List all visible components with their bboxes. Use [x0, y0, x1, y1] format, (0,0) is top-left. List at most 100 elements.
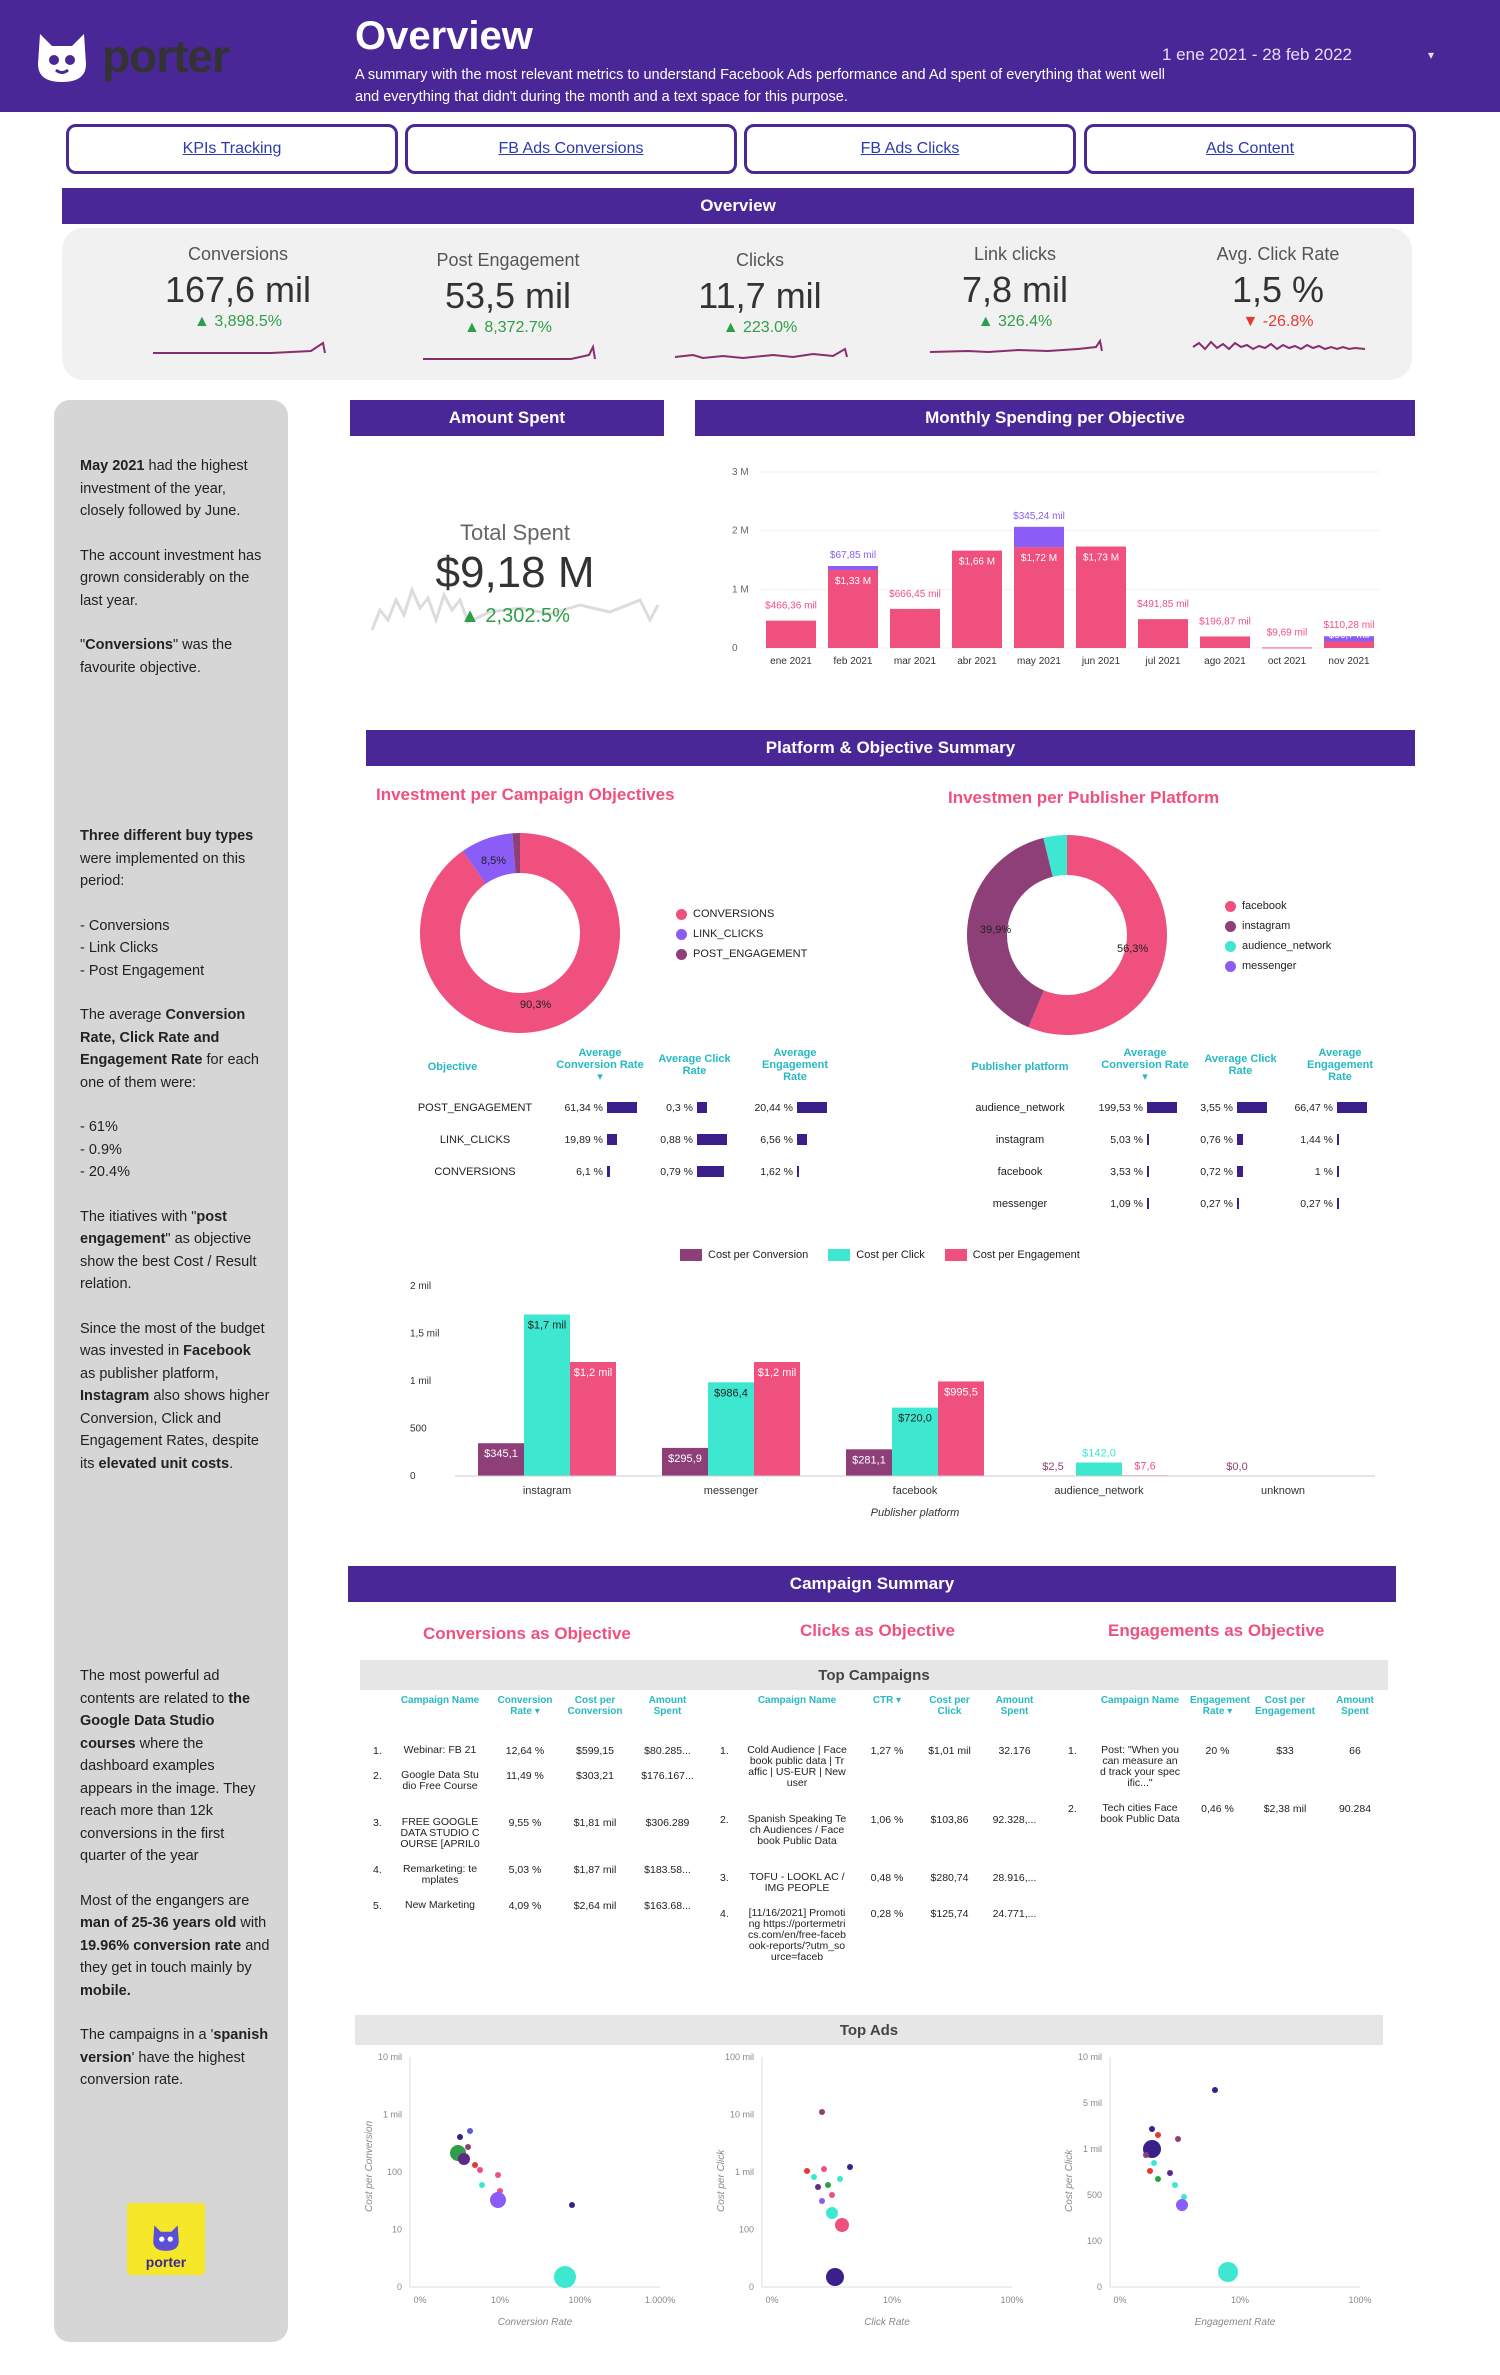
eng-campaigns-table: Campaign Name Engagement Rate ▾ Cost per E… — [1060, 1695, 1390, 2005]
amount-spent-bar: Amount Spent — [350, 400, 664, 436]
table-header[interactable]: Amount Spent — [995, 1695, 1034, 1717]
table-header[interactable]: Objective — [427, 1061, 478, 1073]
porter-logo[interactable]: porter — [30, 20, 260, 92]
table-header[interactable]: Publisher platform — [971, 1061, 1069, 1073]
table-cell-bar — [1237, 1134, 1244, 1145]
table-cell-bar — [1337, 1134, 1339, 1145]
table-cell-bar — [797, 1134, 807, 1145]
table-header[interactable]: Amount Spent — [1336, 1695, 1374, 1717]
sparkline-icon — [422, 343, 596, 360]
x-tick-label: nov 2021 — [1328, 656, 1370, 667]
kpi-value: 1,5 % — [1231, 269, 1325, 310]
legend-item[interactable]: Cost per Conversion — [680, 1249, 808, 1262]
legend-item[interactable]: Cost per Engagement — [944, 1249, 1080, 1262]
table-header[interactable]: Campaign Name — [757, 1695, 837, 1706]
table-cell-bar — [797, 1102, 827, 1113]
table-header[interactable]: Average Click Rate — [1204, 1053, 1277, 1077]
nav-label[interactable]: KPIs Tracking — [182, 140, 282, 157]
y-tick-label: 0 — [1097, 2282, 1102, 2292]
pie-slice — [1043, 835, 1067, 877]
table-header[interactable]: Engagement Rate ▾ — [1190, 1695, 1251, 1717]
nav-label[interactable]: FB Ads Conversions — [498, 140, 644, 157]
insights-sidebar — [54, 400, 288, 2342]
row-value: 0,46 % — [1201, 1803, 1234, 1815]
click-objective-title: Clicks as Objective — [800, 1621, 955, 1640]
table-header[interactable]: Cost per Conversion — [567, 1695, 623, 1717]
table-header[interactable]: Cost per Click — [929, 1695, 970, 1717]
pie-slice — [462, 833, 516, 884]
legend-item[interactable]: audience_network — [1225, 936, 1331, 956]
x-tick-label: oct 2021 — [1268, 656, 1307, 667]
legend-item[interactable]: Cost per Click — [828, 1249, 925, 1262]
scatter-point — [477, 2167, 483, 2173]
y-tick-label: 10 mil — [730, 2110, 754, 2120]
y-tick-label: 5 mil — [1083, 2098, 1102, 2108]
legend-item[interactable]: CONVERSIONS — [676, 904, 807, 924]
nav-label[interactable]: Ads Content — [1205, 140, 1295, 157]
row-rank: 2. — [373, 1770, 382, 1782]
table-cell-name: messenger — [992, 1198, 1048, 1210]
sidebar-insights-2: Three different buy types were implement… — [80, 828, 270, 1472]
table-header[interactable]: Average Conversion Rate ▾ — [1101, 1047, 1189, 1083]
objectives-donut-chart: 8,5% 90,3% — [420, 833, 620, 1033]
bar-conversions — [890, 608, 940, 648]
nav-fb-ads-conversions[interactable]: FB Ads Conversions — [405, 124, 737, 174]
data-label: $1,72 M — [1021, 553, 1057, 564]
table-header[interactable]: Conversion Rate ▾ — [497, 1695, 553, 1717]
legend-item[interactable]: messenger — [1225, 956, 1331, 976]
x-tick-label: jun 2021 — [1081, 656, 1121, 667]
data-label: $67,85 mil — [830, 550, 876, 561]
table-header[interactable]: Average Engagement Rate — [1306, 1047, 1373, 1083]
scatter-point — [1147, 2168, 1153, 2174]
total-delta-value: 2,302.5% — [485, 605, 570, 627]
row-value: $1,87 mil — [573, 1864, 617, 1876]
table-cell-bar — [697, 1102, 708, 1113]
legend-item[interactable]: POST_ENGAGEMENT — [676, 944, 807, 964]
publishers-donut-chart: 39,9% 56,3% — [967, 835, 1167, 1035]
nav-ads-content[interactable]: Ads Content — [1084, 124, 1416, 174]
table-header[interactable]: Average Conversion Rate ▾ — [556, 1047, 644, 1083]
bar-conversions — [1014, 547, 1064, 648]
date-range-picker[interactable]: 1 ene 2021 - 28 feb 2022 — [1162, 45, 1352, 64]
scatter-point — [811, 2174, 817, 2180]
table-header[interactable]: Amount Spent — [648, 1695, 687, 1717]
table-cell-name: LINK_CLICKS — [439, 1134, 511, 1146]
kpi-delta-value: -26.8% — [1262, 313, 1314, 330]
table-cell-value: 0,76 % — [1200, 1134, 1233, 1146]
table-header[interactable]: Average Click Rate — [658, 1053, 731, 1077]
table-cell-value: 6,56 % — [760, 1134, 793, 1146]
y-tick-label: 0 — [397, 2282, 402, 2292]
top-ads-bar: Top Ads — [355, 2015, 1383, 2045]
table-header[interactable]: Campaign Name — [1100, 1695, 1180, 1706]
scatter-point — [837, 2176, 843, 2182]
bar-conversions — [766, 620, 816, 648]
table-header[interactable]: Campaign Name — [400, 1695, 480, 1706]
data-label: $1,33 M — [835, 576, 871, 587]
nav-fb-ads-clicks[interactable]: FB Ads Clicks — [744, 124, 1076, 174]
table-header[interactable]: Cost per Engagement — [1255, 1695, 1316, 1717]
chevron-down-icon[interactable]: ▾ — [1428, 48, 1435, 62]
nav-label[interactable]: FB Ads Clicks — [860, 140, 960, 157]
table-header[interactable]: Average Engagement Rate — [761, 1047, 828, 1083]
legend-item[interactable]: facebook — [1225, 896, 1331, 916]
pie-slice — [420, 833, 620, 1033]
legend-item[interactable]: instagram — [1225, 916, 1331, 936]
table-cell-bar — [607, 1166, 610, 1177]
bar-link-clicks — [1324, 636, 1374, 642]
legend-item[interactable]: LINK_CLICKS — [676, 924, 807, 944]
x-axis-title: Publisher platform — [871, 1507, 960, 1519]
table-cell-bar — [1337, 1166, 1339, 1177]
row-value: $176.167... — [641, 1770, 694, 1782]
bar-conversions — [1076, 546, 1126, 648]
nav-kpis-tracking[interactable]: KPIs Tracking — [66, 124, 398, 174]
table-cell-value: 199,53 % — [1098, 1102, 1143, 1114]
total-spent-value: $9,18 M — [435, 548, 595, 597]
table-header[interactable]: CTR ▾ — [872, 1695, 902, 1706]
y-tick-label: 500 — [410, 1424, 427, 1435]
kpi-label: Clicks — [736, 250, 784, 270]
table-cell-value: 0,27 % — [1200, 1198, 1233, 1210]
monthly-spending-chart: 3 M 2 M 1 M 0 ene 2021 feb 2021 mar 2021 abr 20… — [732, 467, 1380, 667]
scatter-point — [554, 2266, 576, 2288]
scatter-point — [804, 2168, 810, 2174]
x-tick-label: feb 2021 — [834, 656, 873, 667]
